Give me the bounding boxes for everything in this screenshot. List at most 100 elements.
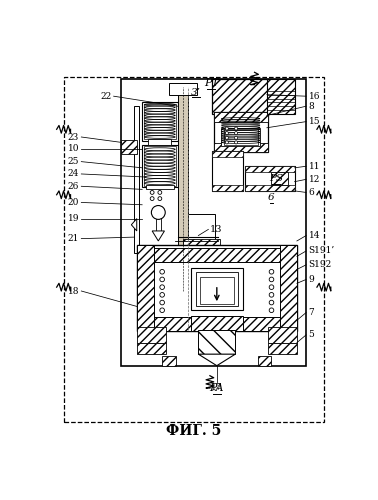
Bar xyxy=(137,342,166,354)
Bar xyxy=(137,317,297,331)
Text: 9: 9 xyxy=(308,275,314,284)
Circle shape xyxy=(269,292,274,297)
Text: 23: 23 xyxy=(68,132,79,141)
Text: 6: 6 xyxy=(308,188,314,197)
Bar xyxy=(183,238,220,246)
Text: S192: S192 xyxy=(308,260,332,270)
Circle shape xyxy=(150,190,154,194)
Bar xyxy=(148,138,171,144)
Bar xyxy=(135,106,139,253)
Circle shape xyxy=(160,308,164,312)
Circle shape xyxy=(160,292,164,297)
Circle shape xyxy=(269,300,274,305)
Bar xyxy=(196,272,238,306)
Bar xyxy=(137,248,297,262)
Bar xyxy=(212,151,243,157)
Circle shape xyxy=(234,141,238,144)
Text: 6: 6 xyxy=(268,194,275,202)
Circle shape xyxy=(225,141,228,144)
Bar xyxy=(137,245,297,331)
Bar xyxy=(245,166,294,172)
Bar xyxy=(245,166,294,191)
Circle shape xyxy=(234,132,238,134)
Text: 20: 20 xyxy=(68,198,79,207)
Text: 12: 12 xyxy=(308,175,320,184)
Bar xyxy=(200,277,234,304)
Text: 21: 21 xyxy=(68,234,79,243)
Bar xyxy=(146,184,174,190)
Text: 14: 14 xyxy=(308,231,320,240)
Text: 7: 7 xyxy=(308,308,314,317)
Bar xyxy=(178,87,188,291)
Text: 3’: 3’ xyxy=(191,88,201,97)
Bar xyxy=(144,104,176,140)
Circle shape xyxy=(151,206,165,220)
Text: 13: 13 xyxy=(210,225,222,234)
Text: 15: 15 xyxy=(308,117,320,126)
Bar xyxy=(137,245,154,331)
Circle shape xyxy=(269,285,274,290)
Bar xyxy=(214,112,268,122)
Bar xyxy=(121,79,306,366)
Circle shape xyxy=(225,132,228,134)
Circle shape xyxy=(160,285,164,290)
Bar xyxy=(137,327,166,342)
Text: 16: 16 xyxy=(308,92,320,100)
Bar xyxy=(169,83,197,94)
Bar xyxy=(212,151,243,191)
Text: PT: PT xyxy=(204,78,219,88)
Text: 24: 24 xyxy=(68,170,79,178)
Text: 8: 8 xyxy=(308,102,314,110)
Circle shape xyxy=(269,308,274,312)
Bar xyxy=(214,112,268,152)
Text: 11: 11 xyxy=(308,162,320,171)
Text: 26: 26 xyxy=(68,182,79,191)
Text: PS: PS xyxy=(269,174,283,183)
Bar xyxy=(280,245,297,331)
Circle shape xyxy=(160,270,164,274)
Text: ФИГ. 5: ФИГ. 5 xyxy=(166,424,222,438)
Polygon shape xyxy=(198,354,235,366)
Bar xyxy=(268,342,297,354)
Text: 5: 5 xyxy=(308,330,314,340)
Bar xyxy=(188,214,215,241)
Bar xyxy=(224,130,258,144)
Bar xyxy=(191,268,243,310)
Bar xyxy=(214,143,268,152)
Text: 25: 25 xyxy=(68,157,79,166)
Circle shape xyxy=(269,270,274,274)
Bar xyxy=(258,356,271,366)
Bar xyxy=(191,316,243,331)
Text: 10: 10 xyxy=(68,144,79,153)
Text: 22: 22 xyxy=(100,92,112,100)
Bar xyxy=(121,140,137,154)
Text: PA: PA xyxy=(209,384,224,394)
Bar xyxy=(271,172,288,184)
Polygon shape xyxy=(132,218,137,231)
Circle shape xyxy=(158,196,162,200)
Text: S191’: S191’ xyxy=(308,246,335,256)
Circle shape xyxy=(160,277,164,282)
Circle shape xyxy=(150,196,154,200)
Text: 17: 17 xyxy=(211,383,223,392)
Circle shape xyxy=(234,136,238,140)
Circle shape xyxy=(269,277,274,282)
Bar xyxy=(156,212,161,231)
Bar xyxy=(198,330,235,354)
Bar xyxy=(222,128,260,146)
Polygon shape xyxy=(152,231,164,241)
Circle shape xyxy=(225,136,228,140)
Bar xyxy=(212,79,269,114)
Circle shape xyxy=(225,127,228,130)
Bar xyxy=(142,102,178,141)
Bar xyxy=(64,77,324,422)
Circle shape xyxy=(234,127,238,130)
Bar xyxy=(245,184,294,191)
Bar xyxy=(142,144,178,187)
Bar xyxy=(267,79,294,114)
Circle shape xyxy=(160,300,164,305)
Bar xyxy=(268,327,297,342)
Bar xyxy=(212,184,243,191)
Bar xyxy=(144,146,176,186)
Circle shape xyxy=(158,190,162,194)
